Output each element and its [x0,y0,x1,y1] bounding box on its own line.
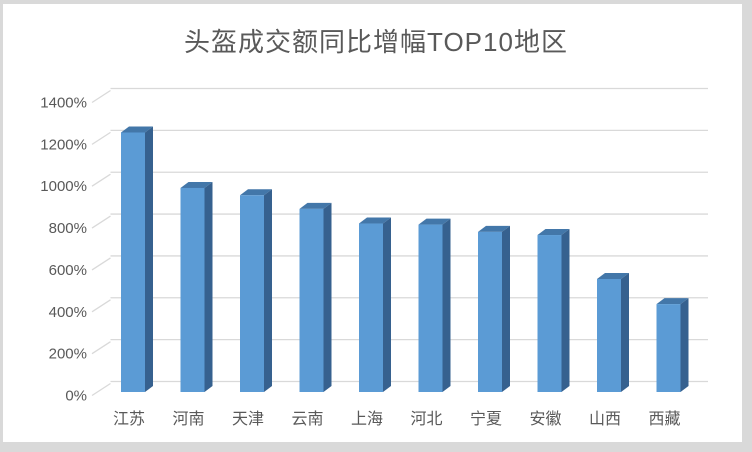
bar [180,187,205,392]
bar [418,224,443,392]
bar-side-face [264,189,272,392]
gridline-side-tick [91,299,111,313]
x-axis-category-label: 安徽 [529,410,561,428]
bar [537,235,562,392]
bar [240,195,264,392]
x-axis-category-label: 云南 [291,410,323,428]
gridline-side-tick [91,341,111,355]
bar-side-face [204,181,213,392]
y-axis-tick-label: 1400% [40,95,87,112]
bar-top-face [240,189,272,196]
bar-side-face [561,229,570,392]
bar-top-face [478,225,510,232]
y-axis-tick-label: 200% [49,346,87,363]
bar-top-face [597,272,629,279]
frame-bottom [0,442,752,452]
bar-side-face [383,217,391,392]
bar-top-face [537,229,570,236]
frame-top [0,0,752,4]
gridline-side-tick [91,131,111,145]
bar-side-face [145,126,153,392]
gridline-side-tick [91,89,111,104]
x-axis-category-label: 河南 [172,410,204,428]
x-axis-category-label: 山西 [589,410,621,428]
bar [656,304,681,392]
gridline-side-tick [91,382,111,397]
bar [299,208,324,392]
gridline-side-tick [91,173,111,187]
gridline-side-tick [91,215,111,229]
x-axis-category-label: 天津 [232,410,264,428]
x-axis-category-label: 上海 [351,410,383,428]
y-axis-tick-label: 1000% [40,178,87,195]
y-axis-tick-label: 800% [49,220,87,237]
bar-top-face [180,181,213,188]
bar-top-face [121,126,153,133]
bar-side-face [442,218,451,392]
x-axis-category-label: 江苏 [113,410,145,428]
frame-right [742,0,752,452]
bar [359,223,383,392]
bar-side-face [621,272,629,392]
bar-side-face [680,298,689,392]
bar [597,278,621,392]
bar-top-face [299,202,332,209]
frame-left [0,0,3,452]
bar-top-face [359,217,391,224]
bar-side-face [323,202,332,392]
bar [478,231,502,392]
x-axis-category-label: 宁夏 [470,410,502,428]
bar-side-face [502,225,510,392]
x-axis-category-label: 西藏 [648,410,680,428]
bar-top-face [418,218,451,225]
bar-top-face [656,298,689,305]
y-axis-tick-label: 0% [65,388,87,405]
y-axis-tick-label: 600% [49,262,87,279]
x-axis-category-label: 河北 [410,410,442,428]
y-axis-tick-label: 1200% [40,136,87,153]
gridline-side-tick [91,257,111,271]
bar [121,132,145,392]
y-axis-tick-label: 400% [49,304,87,321]
